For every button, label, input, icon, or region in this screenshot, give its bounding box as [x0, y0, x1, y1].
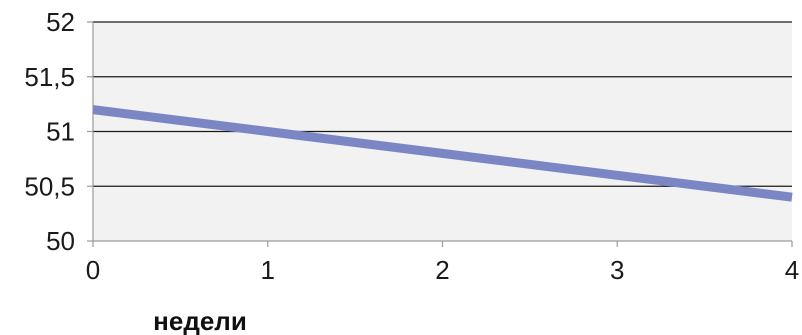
y-tick-label-1: 50,5 — [24, 171, 75, 201]
y-tick-label-2: 51 — [46, 117, 75, 147]
x-tick-label-1: 1 — [261, 255, 275, 285]
x-tick-label-4: 4 — [785, 255, 799, 285]
x-tick-label-3: 3 — [610, 255, 624, 285]
x-axis-title: недели — [153, 306, 247, 335]
series-group — [92, 105, 793, 202]
axes — [87, 21, 793, 247]
y-tick-labels: 50 50,5 51 51,5 52 — [24, 7, 75, 256]
x-tick-label-2: 2 — [435, 255, 449, 285]
x-tick-label-0: 0 — [86, 255, 100, 285]
x-tick-labels: 0 1 2 3 4 — [86, 255, 799, 285]
y-tick-label-4: 52 — [46, 7, 75, 37]
y-tick-label-0: 50 — [46, 226, 75, 256]
y-tick-label-3: 51,5 — [24, 62, 75, 92]
